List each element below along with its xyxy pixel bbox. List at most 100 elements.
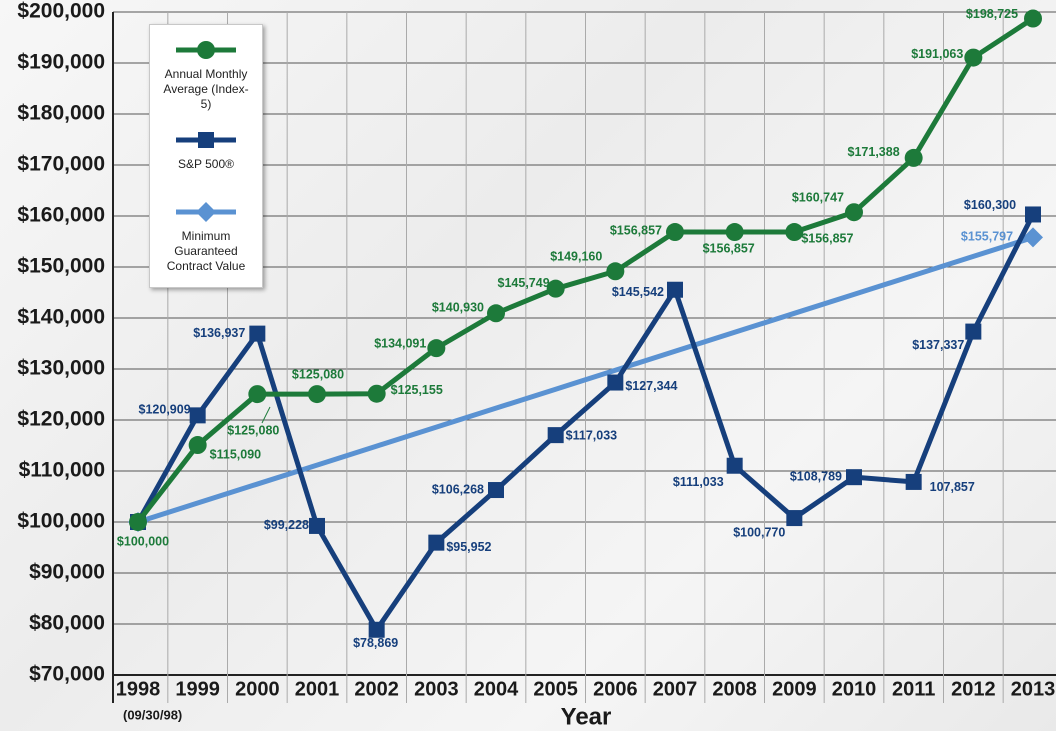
data-label: $155,797 <box>961 230 1013 244</box>
legend-swatch <box>176 202 236 222</box>
x-tick-label: 2005 <box>533 678 578 700</box>
series-line <box>136 16 1035 524</box>
x-tick-label: 2001 <box>295 678 340 700</box>
point <box>726 457 743 474</box>
legend-swatch <box>176 41 236 59</box>
x-tick-label: 2003 <box>414 678 459 700</box>
y-tick-label: $120,000 <box>17 408 105 431</box>
x-tick-label: 2004 <box>474 678 519 700</box>
data-label: $137,337 <box>912 338 964 352</box>
legend-item: S&P 500® <box>150 129 262 172</box>
data-label: $100,770 <box>733 525 785 539</box>
x-tick-label: 2009 <box>772 678 817 700</box>
legend-item: Annual Monthly Average (Index-5) <box>150 39 262 112</box>
y-tick-label: $200,000 <box>17 0 105 23</box>
legend: Annual Monthly Average (Index-5) S&P 500®… <box>149 24 263 288</box>
point <box>785 223 804 242</box>
point <box>249 325 266 342</box>
x-tick-label: 2010 <box>832 678 877 700</box>
y-tick-label: $100,000 <box>17 510 105 533</box>
point <box>547 427 564 444</box>
data-label: $111,033 <box>673 475 724 489</box>
legend-marker <box>196 202 216 222</box>
point <box>666 223 684 242</box>
data-label: $171,388 <box>848 145 900 159</box>
legend-item: Minimum Guaranteed Contract Value <box>150 201 262 274</box>
data-label: $198,725 <box>966 7 1018 21</box>
data-label: $156,857 <box>610 223 662 237</box>
data-label: $156,857 <box>703 241 755 255</box>
point <box>488 482 504 499</box>
point <box>1024 9 1042 28</box>
data-label: $145,542 <box>612 285 664 299</box>
point <box>667 281 683 298</box>
label-pointer <box>261 406 271 424</box>
y-tick-label: $150,000 <box>17 255 105 278</box>
x-tick-label: 2007 <box>653 678 698 700</box>
point <box>546 279 565 298</box>
legend-swatch <box>176 132 236 148</box>
x-axis-title: Year <box>561 703 612 730</box>
point <box>786 510 803 527</box>
legend-label: Minimum Guaranteed Contract Value <box>166 229 246 273</box>
x-tick-label: 2008 <box>712 678 757 700</box>
y-tick-label: $170,000 <box>17 153 105 176</box>
x-tick-label: 1999 <box>175 678 220 700</box>
data-label: 107,857 <box>930 480 975 494</box>
series <box>130 206 1041 638</box>
point <box>904 148 923 167</box>
data-label: $106,268 <box>432 482 484 496</box>
point <box>189 407 206 424</box>
data-label: $95,952 <box>446 540 491 554</box>
x-tick-label: 2006 <box>593 678 638 700</box>
point <box>965 323 982 340</box>
y-tick-label: $110,000 <box>19 459 105 482</box>
y-tick-label: $90,000 <box>29 561 105 584</box>
data-label: $99,228 <box>264 518 309 532</box>
data-label: $127,344 <box>625 379 677 393</box>
data-label: $140,930 <box>432 301 484 315</box>
point <box>607 374 624 391</box>
data-label: $117,033 <box>566 428 617 442</box>
series-line <box>135 213 1036 633</box>
x-tick-label: 2013 <box>1011 678 1056 700</box>
data-label: $145,749 <box>498 276 550 290</box>
point <box>725 223 744 242</box>
data-label: $191,063 <box>911 47 963 61</box>
y-tick-label: $180,000 <box>17 102 105 125</box>
data-label: $78,869 <box>353 636 398 650</box>
point <box>368 621 385 638</box>
point <box>308 385 326 404</box>
series-line <box>137 235 1034 525</box>
y-tick-label: $70,000 <box>29 663 105 686</box>
point <box>309 517 325 534</box>
point <box>248 385 267 404</box>
point <box>845 203 863 222</box>
data-label: $136,937 <box>193 326 245 340</box>
data-label: $115,090 <box>210 447 261 461</box>
data-label: $120,909 <box>139 403 191 417</box>
point <box>964 48 983 67</box>
point <box>606 262 625 281</box>
y-tick-label: $160,000 <box>17 204 105 227</box>
point <box>1023 227 1043 248</box>
point <box>905 473 922 490</box>
x-tick-label: 1998 <box>116 678 161 700</box>
y-tick-label: $130,000 <box>17 357 105 380</box>
data-label: $160,300 <box>964 198 1016 212</box>
point <box>1025 206 1041 223</box>
x-tick-label: 2000 <box>235 678 280 700</box>
date-note: (09/30/98) <box>123 707 182 722</box>
data-label: $100,000 <box>117 534 169 548</box>
point <box>846 469 862 486</box>
data-label: $160,747 <box>792 190 844 204</box>
data-label: $125,080 <box>292 367 344 381</box>
x-tick-label: 2012 <box>951 678 996 700</box>
point <box>487 304 505 323</box>
x-tick-label: 2002 <box>354 678 399 700</box>
legend-label: Annual Monthly Average (Index-5) <box>163 67 249 111</box>
data-label: $108,789 <box>790 469 842 483</box>
y-tick-label: $140,000 <box>17 306 105 329</box>
point <box>188 436 207 455</box>
